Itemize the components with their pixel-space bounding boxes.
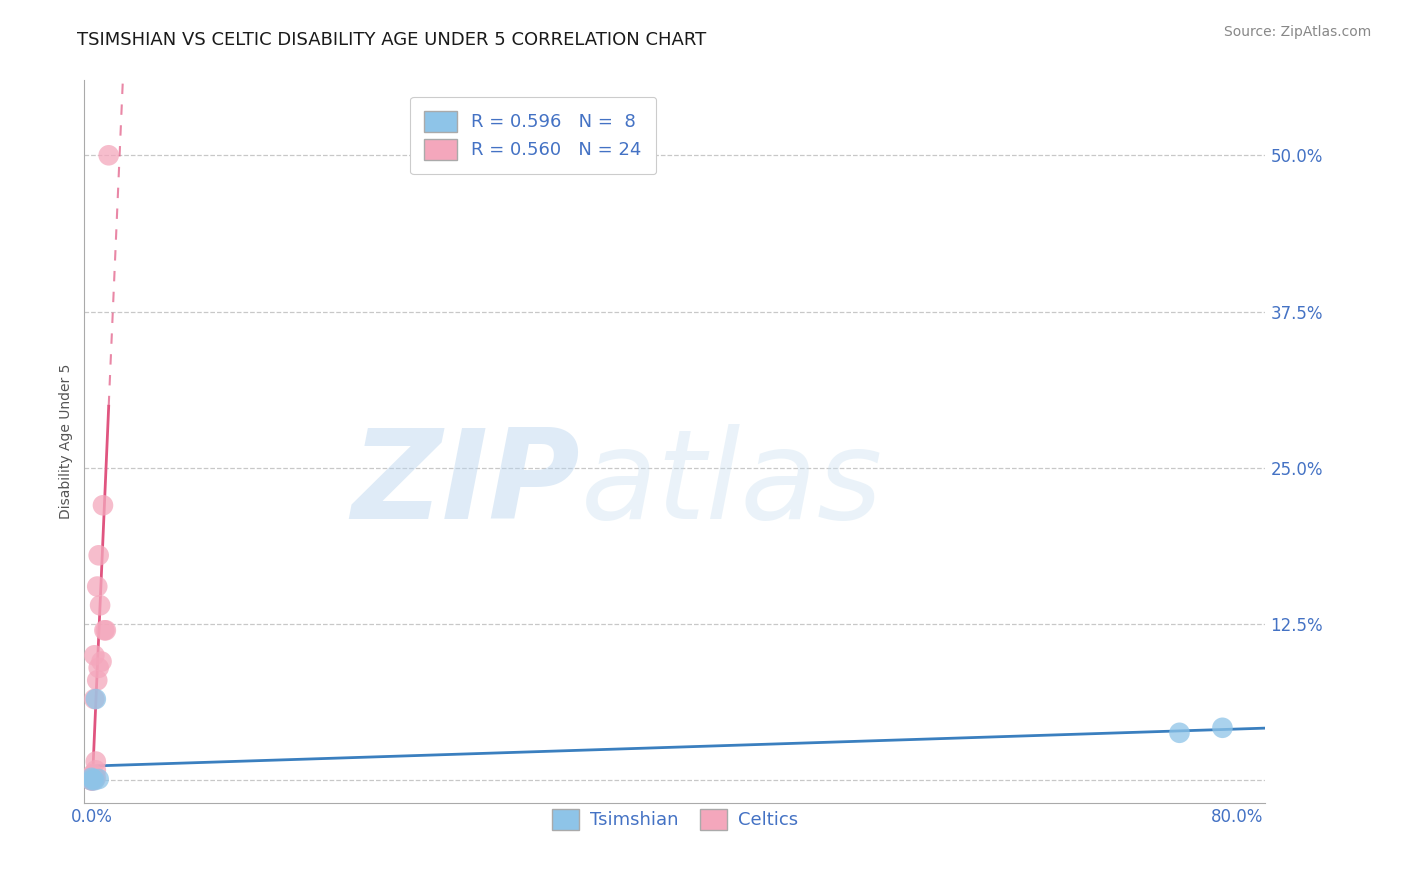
Point [84, 755, 107, 769]
Point [83, 773, 105, 788]
Point [84, 771, 107, 785]
Point [84, 692, 107, 706]
Text: ZIP: ZIP [352, 425, 581, 545]
Point [90, 655, 112, 669]
Text: atlas: atlas [581, 425, 883, 545]
Point [87, 549, 110, 563]
Point [94, 624, 117, 638]
Text: TSIMSHIAN VS CELTIC DISABILITY AGE UNDER 5 CORRELATION CHART: TSIMSHIAN VS CELTIC DISABILITY AGE UNDER… [77, 31, 707, 49]
Point [89, 599, 111, 613]
Point [80, 773, 103, 788]
Point [80, 771, 103, 785]
Point [1168, 726, 1191, 740]
Y-axis label: Disability Age Under 5: Disability Age Under 5 [59, 364, 73, 519]
Point [83, 692, 105, 706]
Point [80, 770, 103, 784]
Point [82, 770, 104, 784]
Text: Source: ZipAtlas.com: Source: ZipAtlas.com [1223, 25, 1371, 39]
Point [84, 764, 107, 778]
Point [80, 773, 103, 788]
Point [1211, 721, 1233, 735]
Point [93, 624, 115, 638]
Point [86, 673, 108, 688]
Point [82, 767, 104, 781]
Point [87, 661, 110, 675]
Legend: Tsimshian, Celtics: Tsimshian, Celtics [544, 802, 806, 837]
Point [80, 772, 103, 786]
Point [83, 648, 105, 663]
Point [80, 773, 103, 788]
Point [87, 772, 110, 786]
Point [91, 498, 114, 512]
Point [86, 580, 108, 594]
Point [83, 771, 105, 785]
Point [80, 771, 103, 785]
Point [97, 148, 120, 162]
Point [82, 773, 104, 788]
Point [82, 772, 104, 786]
